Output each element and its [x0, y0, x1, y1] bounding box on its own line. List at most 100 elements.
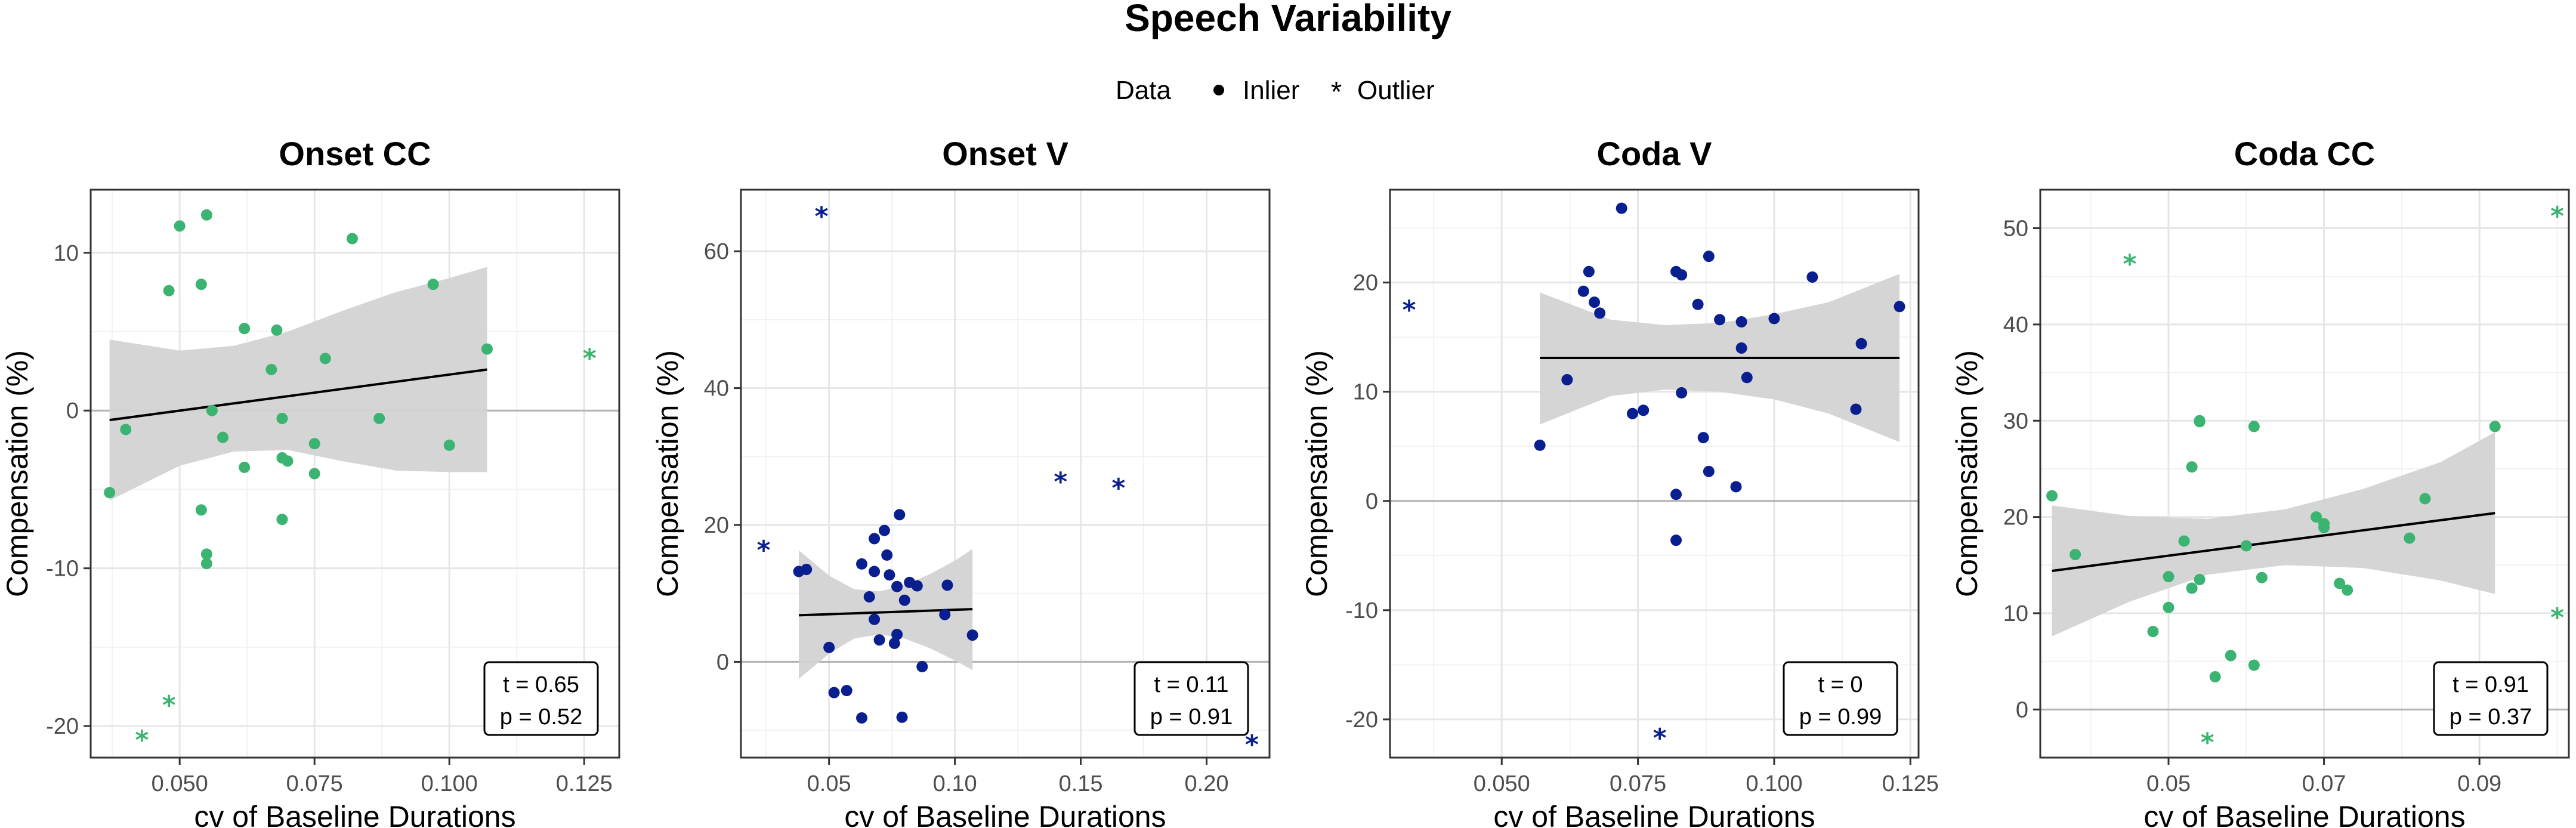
confidence-band [109, 267, 487, 500]
inlier-point [881, 549, 893, 561]
legend-outlier-symbol: * [1331, 76, 1342, 108]
figure-title: Speech Variability [1125, 0, 1451, 39]
inlier-point [1894, 301, 1905, 313]
inlier-point [2194, 573, 2206, 585]
inlier-point [1768, 313, 1780, 325]
inlier-point [1561, 374, 1573, 386]
inlier-point [2147, 626, 2159, 638]
inlier-point [2248, 659, 2260, 671]
x-tick-label: 0.050 [1474, 771, 1530, 796]
outlier-point: * [1653, 723, 1667, 753]
y-tick-label: 10 [2003, 601, 2028, 626]
confidence-band [2052, 432, 2495, 637]
inlier-point [863, 591, 875, 603]
inlier-point [1806, 271, 1818, 283]
outlier-point: * [815, 201, 829, 231]
stats-box [1783, 661, 1898, 736]
y-tick-label: -20 [46, 714, 79, 739]
inlier-point [2186, 461, 2198, 473]
inlier-point [1714, 314, 1726, 326]
x-axis-label: cv of Baseline Durations [1493, 800, 1815, 828]
plot-border [2039, 189, 2570, 759]
y-tick-label: 50 [2003, 217, 2028, 242]
inlier-point [856, 712, 868, 724]
inlier-point [308, 438, 320, 450]
inlier-point [2186, 582, 2198, 594]
y-tick-label: -20 [1345, 707, 1378, 733]
inlier-point [2256, 571, 2268, 583]
inlier-point [2240, 540, 2252, 552]
plot-layers: * * * * * [756, 201, 1259, 760]
inlier-point [1534, 439, 1546, 451]
y-tick-label: 0 [716, 650, 729, 675]
inlier-point [2046, 490, 2058, 502]
stats-box [2433, 661, 2549, 736]
plot-layers: * * * * [2046, 201, 2564, 758]
stats-p-value: p = 0.91 [1150, 705, 1233, 730]
inlier-point [1730, 481, 1742, 493]
inlier-point [1577, 285, 1589, 297]
outlier-point: * [2550, 201, 2564, 231]
inlier-point [869, 533, 881, 545]
outlier-point: * [135, 725, 149, 755]
x-axis-label: cv of Baseline Durations [844, 800, 1166, 828]
inlier-point [894, 509, 906, 521]
inlier-point [200, 548, 212, 560]
y-tick-label: 10 [54, 241, 79, 266]
inlier-point [891, 580, 903, 592]
inlier-point [195, 279, 207, 291]
gridlines [741, 190, 1270, 758]
y-axis-label: Compensation (%) [1950, 350, 1984, 597]
inlier-point [1616, 202, 1627, 214]
inlier-point [888, 637, 900, 649]
inlier-point [200, 558, 212, 570]
inlier-point [1583, 265, 1595, 277]
inlier-point [2178, 535, 2190, 547]
inlier-point [1703, 465, 1715, 477]
panel-2: * * * * * 0.05 0.10 0.15 0.20 0 20 40 60 Onset V cv of… [651, 135, 1271, 828]
inlier-point [1697, 432, 1709, 444]
outlier-point: * [756, 535, 770, 566]
outlier-point: * [1245, 730, 1259, 760]
inlier-point [898, 594, 910, 606]
inlier-point [282, 455, 294, 467]
inlier-point [2163, 571, 2175, 583]
regression-line [2052, 512, 2495, 572]
y-tick-label: 0 [1366, 489, 1378, 514]
inlier-point [120, 424, 132, 435]
inlier-point [869, 566, 881, 577]
x-tick-label: 0.15 [1059, 771, 1103, 796]
y-tick-label: 30 [2003, 409, 2028, 434]
y-tick-label: 20 [704, 513, 729, 538]
inlier-point [884, 569, 895, 581]
inlier-point [828, 687, 840, 699]
panel-title: Coda CC [2234, 135, 2375, 172]
inlier-point [239, 323, 251, 335]
inlier-point [481, 343, 493, 355]
plot-layers: ** [1402, 202, 1905, 753]
inlier-point [1741, 372, 1753, 384]
inlier-point [841, 685, 853, 697]
y-tick-label: -10 [1345, 598, 1378, 623]
inlier-point [174, 220, 186, 232]
inlier-point [941, 579, 953, 591]
stats-p-value: p = 0.37 [2450, 705, 2532, 730]
x-tick-label: 0.07 [2302, 771, 2346, 796]
stats-box [1133, 661, 1249, 736]
stats-box [483, 661, 599, 736]
inlier-point [1850, 403, 1862, 415]
inlier-point [195, 504, 207, 516]
legend-inlier-symbol [1213, 85, 1224, 95]
stats-p-value: p = 0.52 [500, 705, 582, 730]
inlier-point [2404, 532, 2416, 544]
y-tick-label: 20 [1353, 271, 1378, 296]
y-axis-label: Compensation (%) [651, 350, 684, 597]
outlier-point: * [583, 343, 597, 373]
inlier-point [163, 285, 175, 296]
inlier-point [2194, 415, 2206, 427]
outlier-point: * [2550, 603, 2564, 633]
inlier-point [2311, 511, 2322, 523]
inlier-point [1676, 269, 1688, 281]
plot-border [1389, 189, 1920, 759]
panel-4: * * * * 0.05 0.07 0.09 0 10 20 30 40 50 Coda CC cv of … [1950, 135, 2570, 828]
